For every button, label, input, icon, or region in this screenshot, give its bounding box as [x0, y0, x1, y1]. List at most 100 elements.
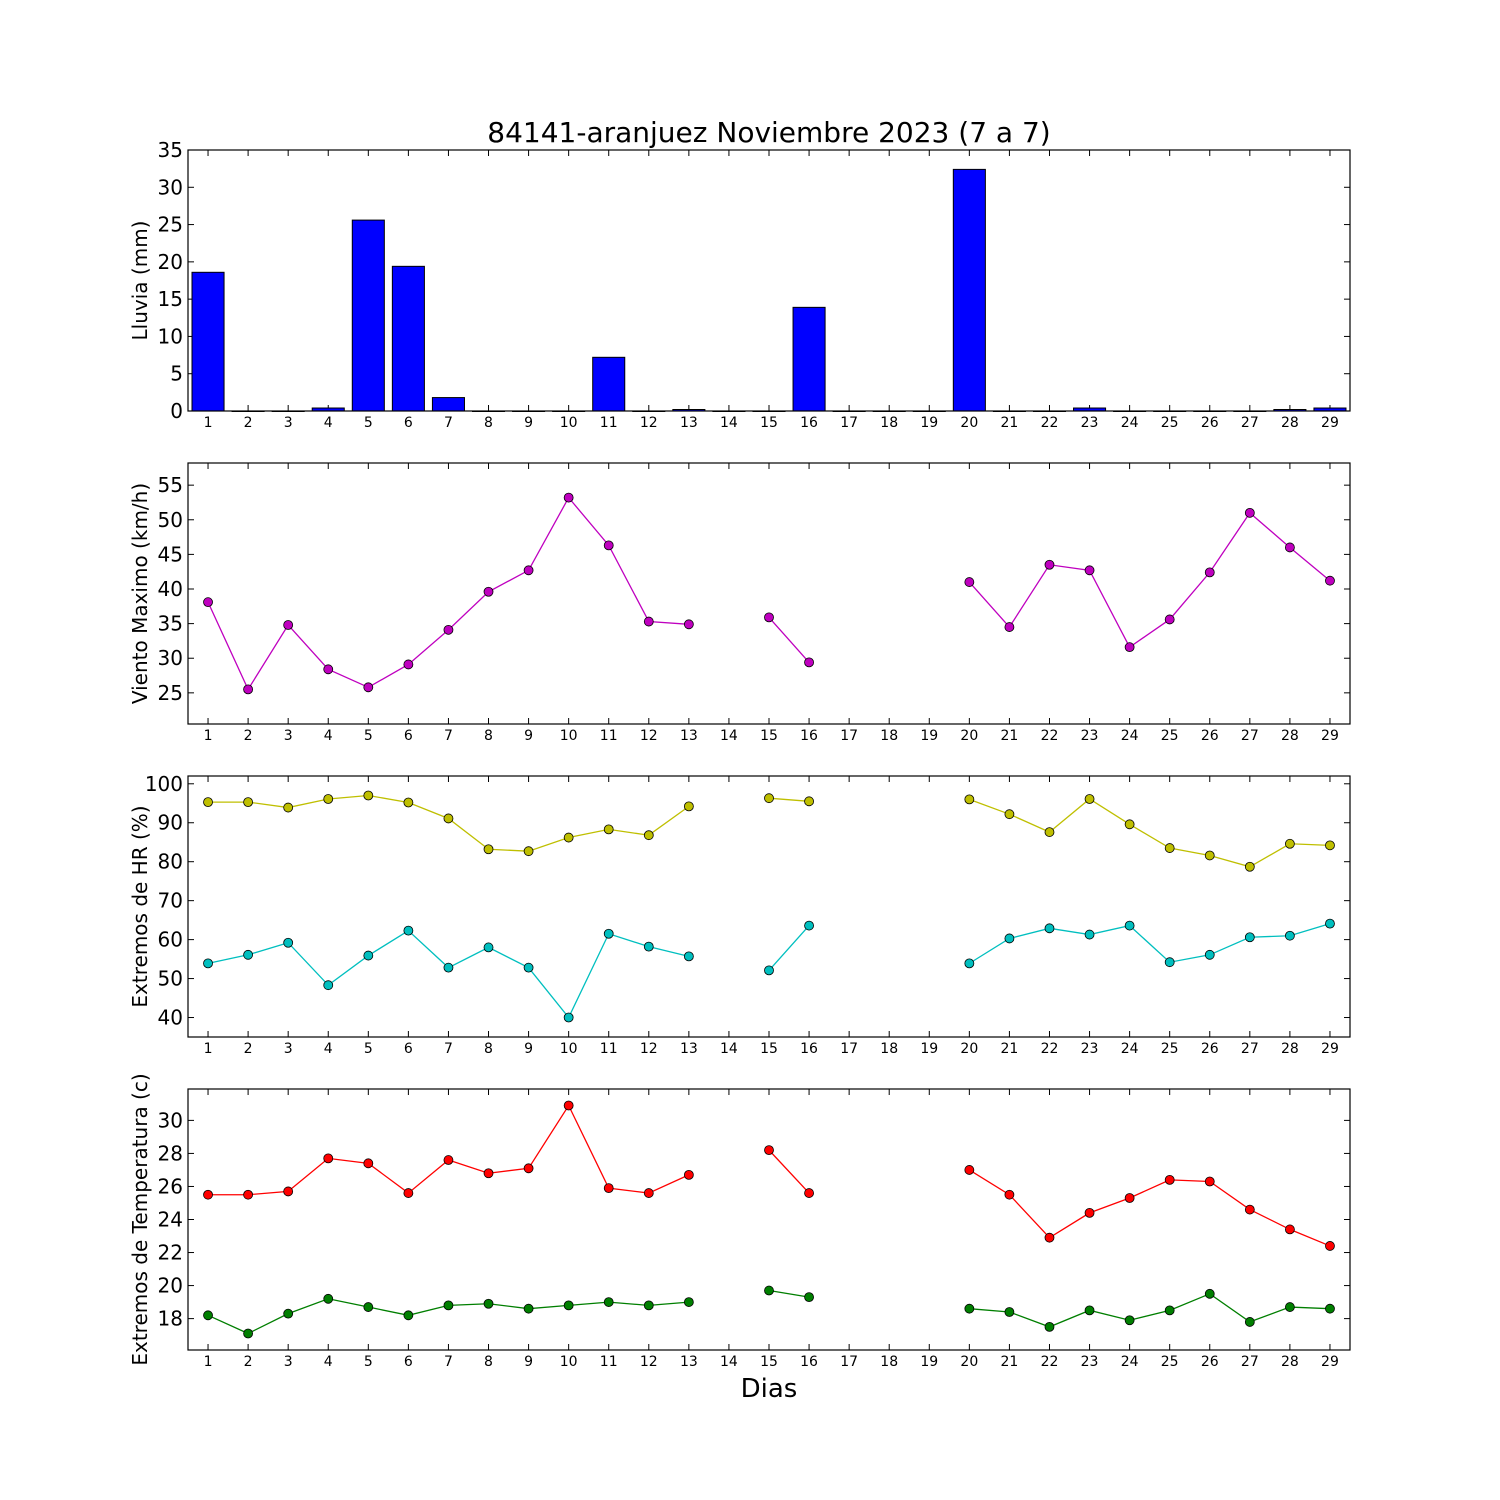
y-tick-label: 10 [158, 324, 183, 348]
series-1-point-day-20 [964, 577, 975, 587]
series-1-point-day-9 [523, 1163, 534, 1174]
x-tick-label: 11 [600, 728, 618, 744]
chart-title: 84141-aranjuez Noviembre 2023 (7 a 7) [487, 116, 1050, 149]
y-tick-label: 40 [158, 1006, 183, 1030]
x-tick-label: 18 [880, 1354, 898, 1370]
series-1-point-day-2 [243, 1189, 254, 1200]
series-1-point-day-13 [683, 619, 694, 630]
y-tick-label: 25 [158, 213, 183, 237]
series-1-point-day-4 [323, 664, 334, 675]
x-tick-label: 9 [524, 415, 533, 431]
x-tick-label: 28 [1281, 415, 1299, 431]
series-2-point-day-20 [964, 1303, 975, 1314]
x-tick-label: 2 [244, 1041, 253, 1057]
x-tick-label: 9 [524, 728, 533, 744]
series-1-point-day-24 [1124, 819, 1135, 830]
bar-day-20 [952, 168, 986, 412]
x-tick-label: 4 [324, 1041, 333, 1057]
x-tick-label: 2 [244, 415, 253, 431]
series-2-point-day-23 [1084, 929, 1095, 940]
x-tick-label: 6 [404, 1041, 413, 1057]
series-1-point-day-12 [643, 616, 654, 627]
x-tick-label: 22 [1041, 415, 1059, 431]
x-tick-label: 25 [1161, 728, 1179, 744]
series-2-point-day-7 [443, 962, 454, 973]
x-tick-label: 2 [244, 728, 253, 744]
x-tick-label: 25 [1161, 1354, 1179, 1370]
series-2-point-day-16 [804, 920, 814, 931]
series-1-point-day-1 [203, 597, 213, 608]
x-tick-label: 13 [680, 1041, 698, 1057]
x-tick-label: 17 [840, 1041, 858, 1057]
series-1-line [969, 798, 1330, 868]
series-2-line [969, 1293, 1330, 1328]
y-tick-label: 28 [158, 1141, 183, 1165]
x-tick-label: 24 [1121, 728, 1139, 744]
x-tick-label: 26 [1201, 728, 1219, 744]
x-tick-label: 19 [920, 728, 938, 744]
series-2-point-day-25 [1164, 957, 1175, 968]
x-tick-label: 16 [800, 1041, 818, 1057]
bar-day-11 [592, 356, 626, 412]
y-tick-label: 40 [158, 577, 183, 601]
y-tick-label: 24 [158, 1208, 183, 1232]
series-2-point-day-2 [243, 949, 254, 960]
axes-frame [187, 1088, 1351, 1351]
series-1-line [968, 511, 1331, 649]
series-2-point-day-13 [683, 1297, 694, 1307]
series-2-point-day-28 [1284, 930, 1295, 941]
y-axis-label: Lluvia (mm) [128, 221, 152, 341]
x-tick-label: 18 [880, 1041, 898, 1057]
series-2-point-day-22 [1044, 923, 1055, 934]
series-1-point-day-7 [443, 1155, 454, 1165]
x-tick-label: 23 [1081, 1041, 1099, 1057]
series-1-point-day-28 [1284, 838, 1295, 849]
axes-frame [187, 775, 1351, 1038]
x-tick-label: 11 [600, 1354, 618, 1370]
x-tick-label: 24 [1121, 1041, 1139, 1057]
x-tick-label: 12 [640, 415, 658, 431]
x-tick-label: 6 [404, 415, 413, 431]
series-1-point-day-25 [1164, 843, 1175, 853]
x-tick-label: 20 [960, 415, 978, 431]
x-tick-label: 4 [324, 728, 333, 744]
series-1-point-day-27 [1244, 861, 1255, 872]
series-1-point-day-26 [1204, 567, 1215, 578]
series-1-point-day-25 [1164, 1174, 1175, 1185]
bar-day-5 [351, 219, 385, 412]
series-1-point-day-20 [964, 1165, 975, 1175]
series-1-point-day-11 [603, 540, 614, 551]
y-tick-label: 60 [158, 928, 183, 952]
series-1-line [768, 616, 810, 663]
series-1-point-day-4 [323, 1153, 334, 1164]
series-1-point-day-11 [603, 1183, 614, 1194]
x-tick-label: 14 [720, 728, 738, 744]
x-tick-label: 11 [600, 415, 618, 431]
x-tick-label: 20 [960, 1041, 978, 1057]
x-tick-label: 21 [1000, 1354, 1018, 1370]
series-2-point-day-2 [243, 1328, 254, 1339]
x-tick-label: 9 [524, 1041, 533, 1057]
x-tick-label: 27 [1241, 728, 1259, 744]
y-tick-label: 80 [158, 850, 183, 874]
x-tick-label: 29 [1321, 728, 1339, 744]
series-2-point-day-3 [283, 937, 294, 948]
series-1-point-day-26 [1204, 1176, 1215, 1187]
series-2-point-day-9 [523, 962, 534, 973]
y-tick-label: 90 [158, 811, 183, 835]
series-1-point-day-5 [363, 790, 374, 801]
series-1-point-day-10 [563, 492, 574, 503]
y-axis-label: Extremos de Temperatura (c) [128, 1073, 152, 1365]
bar-day-16 [792, 306, 826, 412]
x-tick-label: 3 [284, 728, 293, 744]
series-1-point-day-9 [523, 565, 534, 576]
series-2-point-day-29 [1325, 918, 1335, 929]
y-tick-label: 30 [158, 646, 183, 670]
y-tick-label: 100 [145, 772, 183, 796]
series-2-point-day-21 [1004, 1307, 1015, 1317]
y-tick-label: 70 [158, 889, 183, 913]
series-1-point-day-16 [804, 657, 814, 668]
series-1-point-day-6 [403, 659, 414, 670]
